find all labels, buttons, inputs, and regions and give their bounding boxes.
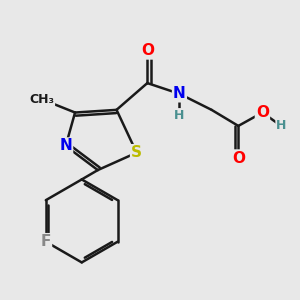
Text: S: S — [131, 145, 142, 160]
Text: N: N — [59, 139, 72, 154]
Text: F: F — [40, 234, 51, 249]
Text: O: O — [256, 105, 269, 120]
Text: N: N — [173, 86, 186, 101]
Text: CH₃: CH₃ — [29, 93, 54, 106]
Text: O: O — [232, 151, 245, 166]
Text: H: H — [276, 119, 286, 132]
Text: O: O — [141, 44, 154, 59]
Text: H: H — [174, 109, 184, 122]
